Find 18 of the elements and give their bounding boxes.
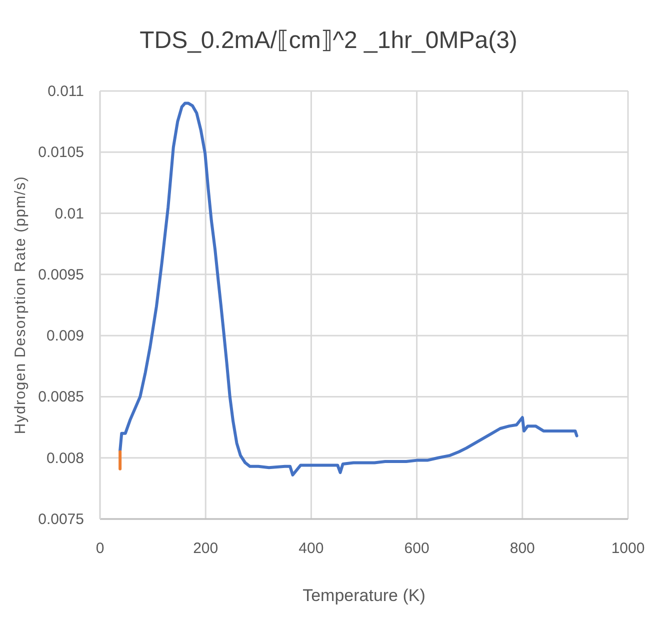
x-tick-label: 1000 (611, 540, 645, 557)
y-tick-label: 0.0075 (38, 511, 84, 528)
y-tick-label: 0.0085 (38, 388, 84, 406)
y-tick-label: 0.011 (48, 83, 84, 100)
x-tick-label: 400 (298, 540, 324, 557)
chart-title: TDS_0.2mA/⟦cm⟧^2 _1hr_0MPa(3) (140, 27, 518, 54)
y-tick-label: 0.0105 (38, 144, 84, 162)
x-tick-label: 0 (96, 540, 104, 557)
x-axis-title: Temperature (K) (302, 586, 426, 605)
y-axis-title: Hydrogen Desorption Rate (ppm/s) (12, 176, 29, 434)
y-tick-label: 0.01 (54, 205, 84, 222)
y-tick-label: 0.0095 (38, 266, 84, 284)
x-tick-label: 800 (510, 540, 535, 557)
x-tick-label: 600 (404, 540, 430, 557)
x-tick-label: 200 (193, 540, 218, 557)
line-series (118, 102, 578, 476)
y-tick-label: 0.009 (46, 328, 84, 345)
y-tick-label: 0.008 (46, 450, 84, 467)
